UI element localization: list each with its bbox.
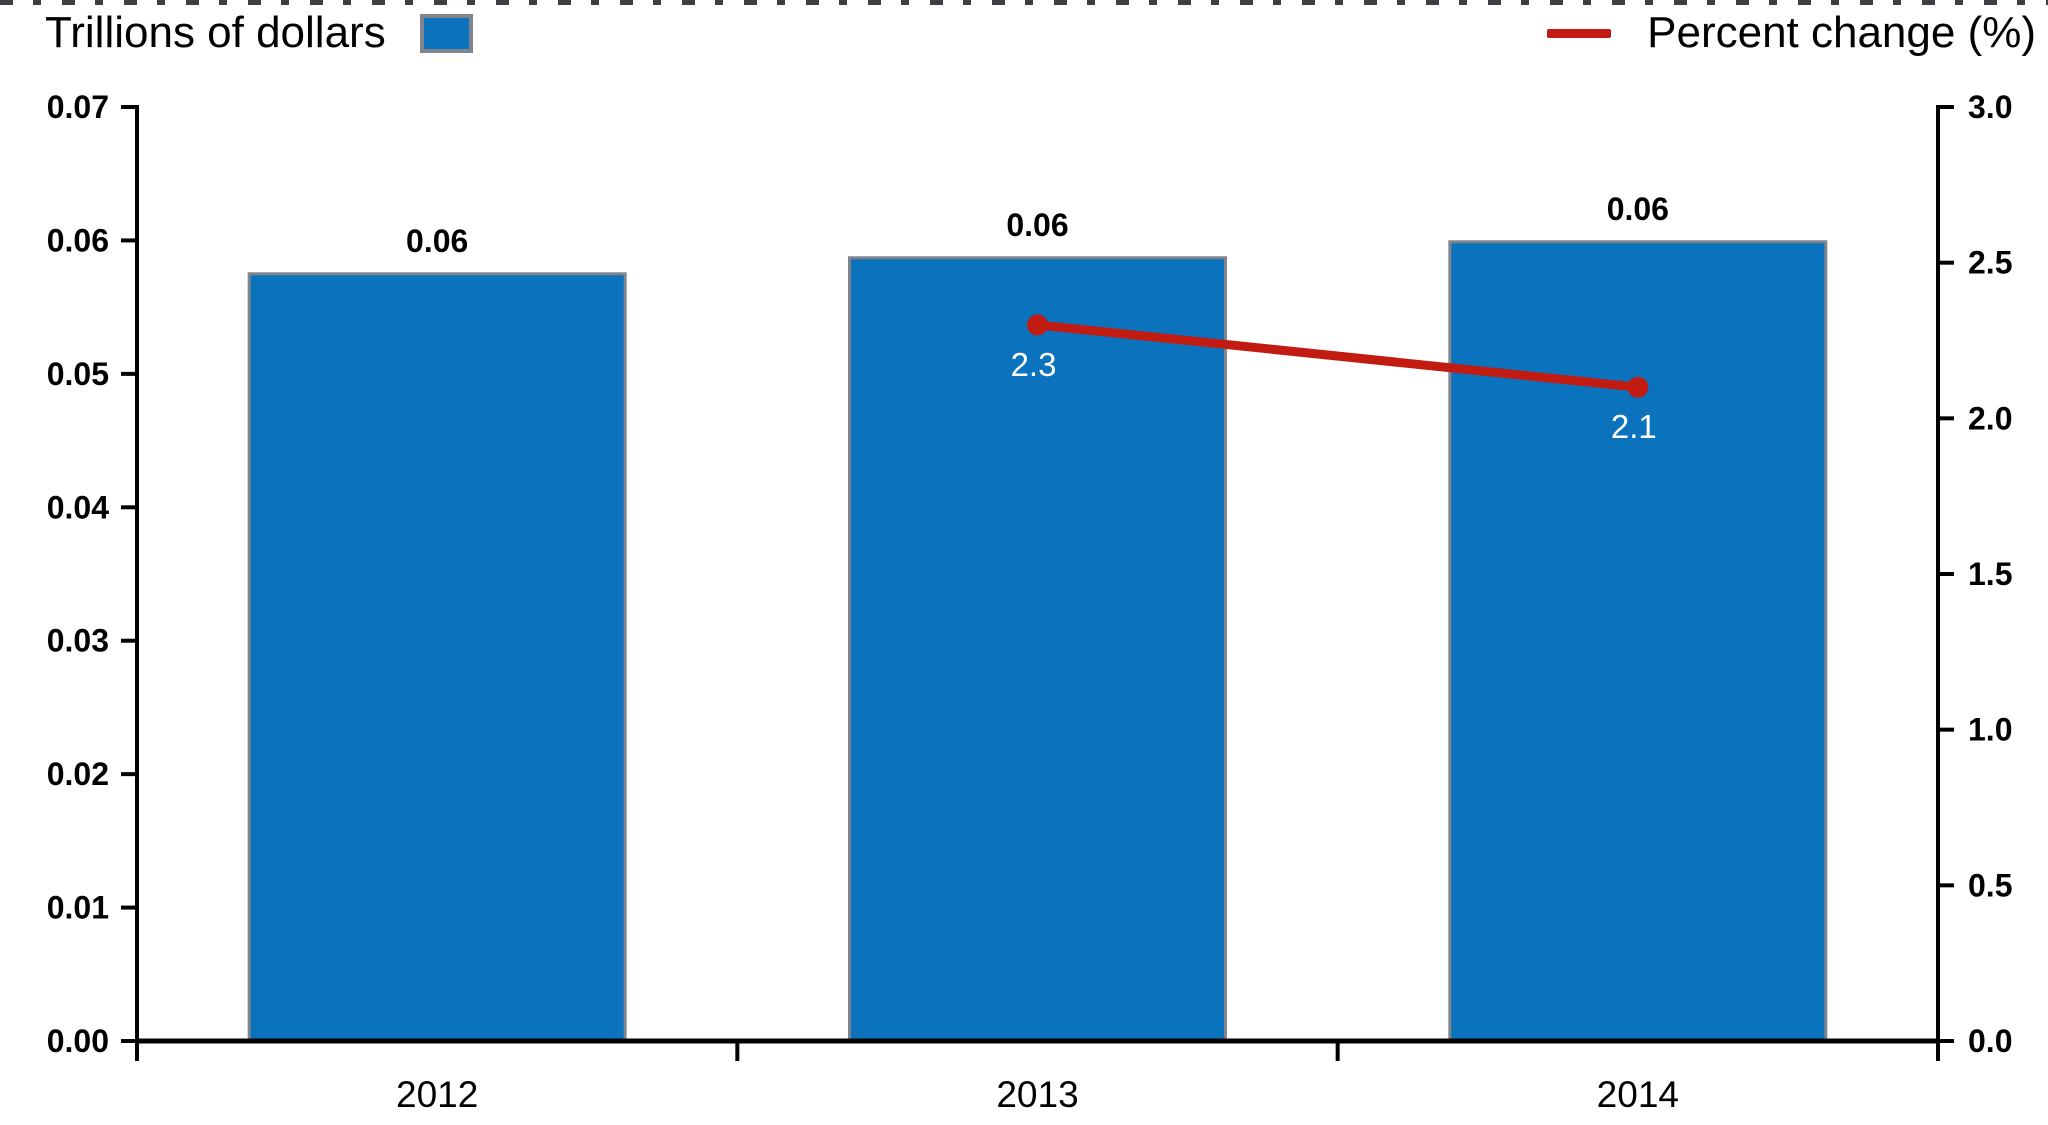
line-value-label-2014: 2.1 bbox=[1611, 408, 1657, 445]
left-axis-tick-label: 0.06 bbox=[47, 222, 109, 258]
left-axis-tick-label: 0.01 bbox=[47, 890, 109, 926]
left-axis-tick-label: 0.04 bbox=[47, 489, 109, 525]
bar-2012 bbox=[247, 272, 627, 1043]
bar-value-label-2014: 0.06 bbox=[1607, 191, 1669, 227]
line-value-label-2013: 2.3 bbox=[1011, 346, 1057, 383]
bar-series-swatch bbox=[419, 13, 473, 53]
line-point-2013 bbox=[1027, 314, 1048, 336]
left-axis-tick-label: 0.07 bbox=[47, 89, 109, 125]
left-axis-tick-label: 0.05 bbox=[47, 356, 109, 392]
legend-item-bars: Trillions of dollars bbox=[45, 4, 473, 62]
legend-bars-label: Trillions of dollars bbox=[45, 8, 386, 57]
line-series-swatch bbox=[1547, 28, 1612, 38]
bar-2013 bbox=[848, 256, 1227, 1043]
right-axis-tick-label: 2.5 bbox=[1968, 245, 2012, 281]
right-axis-tick-label: 3.0 bbox=[1968, 89, 2012, 125]
x-axis-category-label: 2014 bbox=[1597, 1074, 1679, 1115]
clipped-top-dashed-artifact bbox=[0, 0, 2048, 5]
right-axis-tick-label: 1.5 bbox=[1968, 556, 2012, 592]
right-axis-tick-label: 0.0 bbox=[1968, 1023, 2012, 1059]
bar-2014 bbox=[1448, 240, 1828, 1043]
legend-line-label: Percent change (%) bbox=[1647, 8, 2036, 57]
left-axis-tick-label: 0.03 bbox=[47, 623, 109, 659]
legend-item-line: Percent change (%) bbox=[1547, 4, 2036, 62]
x-axis-category-label: 2013 bbox=[996, 1074, 1078, 1115]
right-axis-tick-label: 1.0 bbox=[1968, 712, 2012, 748]
x-axis-category-label: 2012 bbox=[396, 1074, 478, 1115]
bar-value-label-2012: 0.06 bbox=[406, 223, 468, 259]
left-axis-tick-label: 0.02 bbox=[47, 756, 109, 792]
percent-change-line bbox=[1033, 320, 1643, 392]
right-axis-tick-label: 0.5 bbox=[1968, 867, 2012, 903]
bar-value-label-2013: 0.06 bbox=[1006, 207, 1068, 243]
right-axis-tick-label: 2.0 bbox=[1968, 400, 2012, 436]
left-axis-tick-label: 0.00 bbox=[47, 1023, 109, 1059]
line-point-2014 bbox=[1627, 376, 1649, 398]
